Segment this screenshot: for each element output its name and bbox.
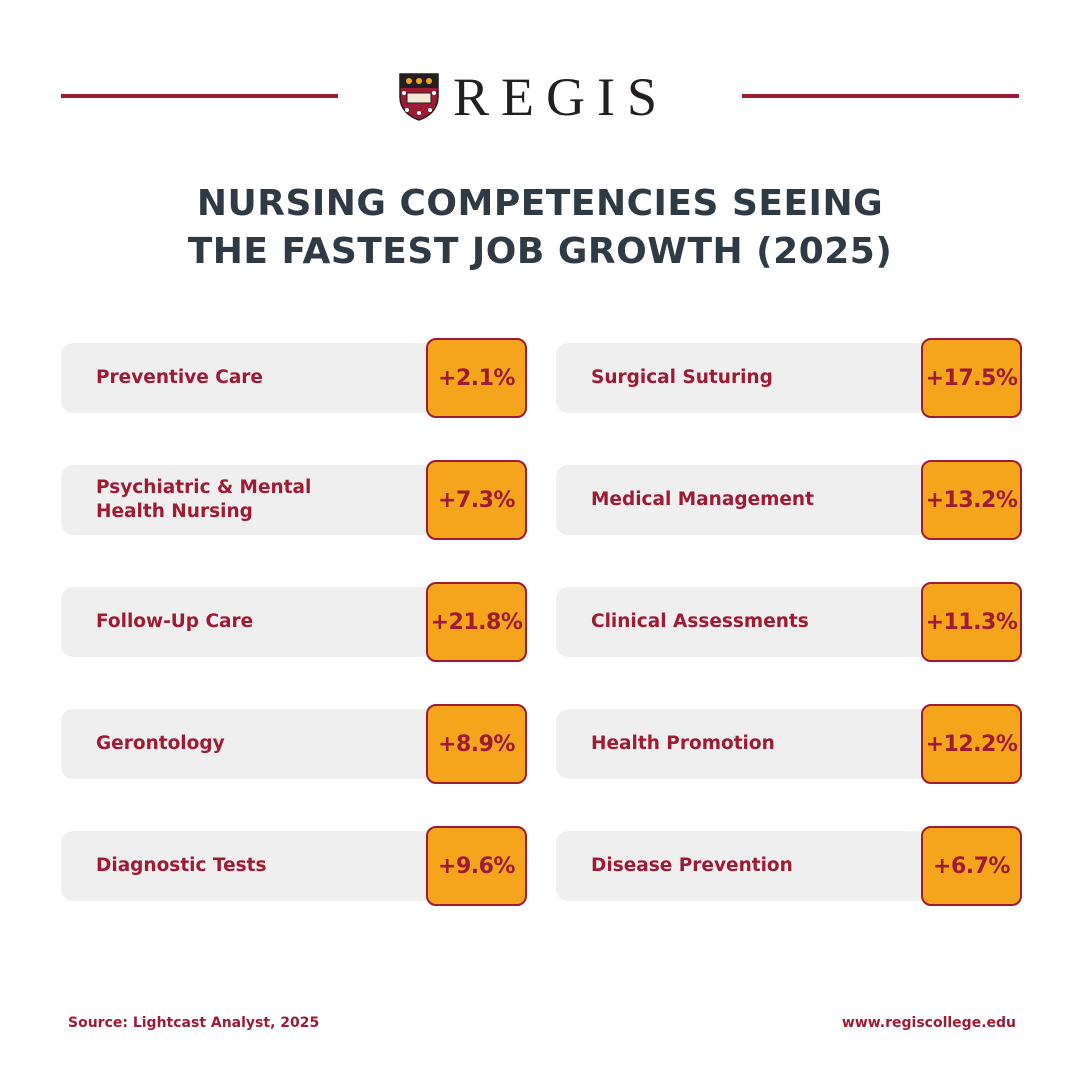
title-line-2: THE FASTEST JOB GROWTH (2025) [187,231,893,272]
website-link[interactable]: www.regiscollege.edu [841,1015,1016,1031]
competency-card: Preventive Care +2.1% [61,338,527,418]
competency-card: Clinical Assessments +11.3% [556,582,1022,662]
growth-badge: +6.7% [921,826,1022,906]
competency-card: Disease Prevention +6.7% [556,826,1022,906]
competency-label: Health Promotion [556,709,936,779]
brand-wordmark: REGIS [453,67,670,127]
growth-badge: +2.1% [426,338,527,418]
competency-label: Disease Prevention [556,831,936,901]
growth-badge: +11.3% [921,582,1022,662]
growth-badge: +12.2% [921,704,1022,784]
growth-badge: +21.8% [426,582,527,662]
competency-label: Clinical Assessments [556,587,936,657]
competency-label: Diagnostic Tests [61,831,441,901]
competency-card: Surgical Suturing +17.5% [556,338,1022,418]
competency-label: Psychiatric & Mental Health Nursing [61,465,441,535]
growth-badge: +13.2% [921,460,1022,540]
header-rule-left [61,94,338,98]
growth-badge: +8.9% [426,704,527,784]
competency-card: Diagnostic Tests +9.6% [61,826,527,906]
regis-logo: REGIS [399,70,669,124]
competency-label: Surgical Suturing [556,343,936,413]
competency-card: Health Promotion +12.2% [556,704,1022,784]
competency-label: Gerontology [61,709,441,779]
competency-label: Follow-Up Care [61,587,441,657]
growth-badge: +17.5% [921,338,1022,418]
competency-card: Medical Management +13.2% [556,460,1022,540]
competency-label: Medical Management [556,465,936,535]
title-line-1: NURSING COMPETENCIES SEEING [196,183,884,224]
header-rule-right [742,94,1019,98]
page-title: NURSING COMPETENCIES SEEING THE FASTEST … [0,180,1080,276]
competency-card: Follow-Up Care +21.8% [61,582,527,662]
competency-card: Psychiatric & Mental Health Nursing +7.3… [61,460,527,540]
competency-label: Preventive Care [61,343,441,413]
growth-badge: +9.6% [426,826,527,906]
competency-card: Gerontology +8.9% [61,704,527,784]
shield-crest-icon [399,73,439,121]
source-note: Source: Lightcast Analyst, 2025 [68,1015,320,1031]
growth-badge: +7.3% [426,460,527,540]
